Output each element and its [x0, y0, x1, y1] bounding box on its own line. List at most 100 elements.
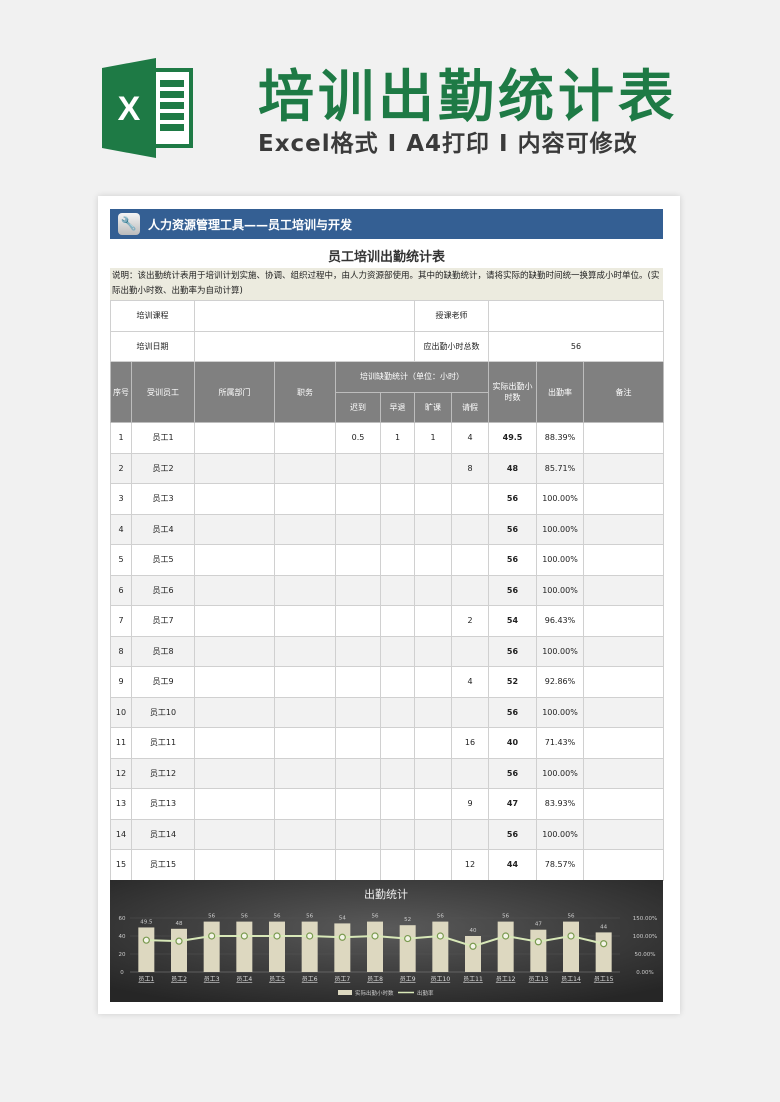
row-actual[interactable]: 54 — [488, 605, 537, 637]
row-actual[interactable]: 56 — [488, 483, 537, 515]
row-actual[interactable]: 52 — [488, 666, 537, 698]
row-rate[interactable]: 100.00% — [536, 574, 584, 606]
row-dept[interactable] — [194, 635, 275, 667]
row-actual[interactable]: 40 — [488, 727, 537, 759]
row-dept[interactable] — [194, 605, 275, 637]
row-employee[interactable]: 员工12 — [131, 757, 195, 789]
row-early[interactable] — [380, 818, 415, 850]
row-dept[interactable] — [194, 849, 275, 881]
row-no[interactable]: 4 — [110, 513, 132, 545]
row-rate[interactable]: 100.00% — [536, 696, 584, 728]
row-actual[interactable]: 49.5 — [488, 422, 537, 454]
row-dept[interactable] — [194, 452, 275, 484]
row-leave[interactable]: 9 — [451, 788, 489, 820]
row-truant[interactable] — [414, 696, 452, 728]
row-dept[interactable] — [194, 727, 275, 759]
row-remark[interactable] — [582, 544, 665, 576]
row-dept[interactable] — [194, 666, 275, 698]
row-late[interactable] — [335, 727, 381, 759]
row-rate[interactable]: 100.00% — [536, 818, 584, 850]
row-rate[interactable]: 100.00% — [536, 757, 584, 789]
row-actual[interactable]: 47 — [488, 788, 537, 820]
row-employee[interactable]: 员工7 — [131, 605, 195, 637]
row-rate[interactable]: 88.39% — [536, 422, 584, 454]
row-early[interactable] — [380, 483, 415, 515]
row-actual[interactable]: 48 — [488, 452, 537, 484]
row-actual[interactable]: 56 — [488, 544, 537, 576]
row-late[interactable] — [335, 818, 381, 850]
row-late[interactable] — [335, 696, 381, 728]
row-remark[interactable] — [582, 727, 665, 759]
row-no[interactable]: 15 — [110, 849, 132, 881]
row-early[interactable] — [380, 696, 415, 728]
row-truant[interactable] — [414, 635, 452, 667]
row-remark[interactable] — [582, 696, 665, 728]
row-truant[interactable] — [414, 574, 452, 606]
row-rate[interactable]: 71.43% — [536, 727, 584, 759]
row-rate[interactable]: 85.71% — [536, 452, 584, 484]
row-position[interactable] — [274, 605, 336, 637]
row-position[interactable] — [274, 849, 336, 881]
row-dept[interactable] — [194, 544, 275, 576]
row-late[interactable] — [335, 788, 381, 820]
row-late[interactable]: 0.5 — [335, 422, 381, 454]
row-early[interactable] — [380, 727, 415, 759]
row-remark[interactable] — [582, 452, 665, 484]
row-leave[interactable] — [451, 635, 489, 667]
row-actual[interactable]: 56 — [488, 513, 537, 545]
row-rate[interactable]: 83.93% — [536, 788, 584, 820]
row-leave[interactable] — [451, 544, 489, 576]
course-value[interactable] — [194, 300, 415, 332]
row-leave[interactable] — [451, 757, 489, 789]
row-late[interactable] — [335, 483, 381, 515]
row-leave[interactable]: 4 — [451, 666, 489, 698]
row-position[interactable] — [274, 513, 336, 545]
row-actual[interactable]: 44 — [488, 849, 537, 881]
row-employee[interactable]: 员工1 — [131, 422, 195, 454]
row-no[interactable]: 5 — [110, 544, 132, 576]
row-employee[interactable]: 员工10 — [131, 696, 195, 728]
row-leave[interactable]: 4 — [451, 422, 489, 454]
row-early[interactable] — [380, 757, 415, 789]
row-position[interactable] — [274, 544, 336, 576]
row-truant[interactable] — [414, 788, 452, 820]
row-position[interactable] — [274, 666, 336, 698]
row-rate[interactable]: 100.00% — [536, 635, 584, 667]
row-dept[interactable] — [194, 757, 275, 789]
hours-value[interactable]: 56 — [487, 330, 665, 362]
row-no[interactable]: 6 — [110, 574, 132, 606]
row-leave[interactable] — [451, 483, 489, 515]
row-employee[interactable]: 员工15 — [131, 849, 195, 881]
row-leave[interactable]: 8 — [451, 452, 489, 484]
row-employee[interactable]: 员工9 — [131, 666, 195, 698]
row-dept[interactable] — [194, 696, 275, 728]
row-employee[interactable]: 员工8 — [131, 635, 195, 667]
row-early[interactable]: 1 — [380, 422, 415, 454]
row-employee[interactable]: 员工4 — [131, 513, 195, 545]
row-remark[interactable] — [582, 849, 665, 881]
row-remark[interactable] — [582, 788, 665, 820]
row-late[interactable] — [335, 544, 381, 576]
row-position[interactable] — [274, 422, 336, 454]
row-late[interactable] — [335, 574, 381, 606]
row-no[interactable]: 14 — [110, 818, 132, 850]
row-early[interactable] — [380, 788, 415, 820]
row-employee[interactable]: 员工5 — [131, 544, 195, 576]
row-leave[interactable] — [451, 696, 489, 728]
row-early[interactable] — [380, 513, 415, 545]
row-leave[interactable] — [451, 574, 489, 606]
row-remark[interactable] — [582, 818, 665, 850]
row-position[interactable] — [274, 635, 336, 667]
row-dept[interactable] — [194, 483, 275, 515]
row-no[interactable]: 10 — [110, 696, 132, 728]
row-no[interactable]: 7 — [110, 605, 132, 637]
row-dept[interactable] — [194, 574, 275, 606]
row-no[interactable]: 12 — [110, 757, 132, 789]
row-early[interactable] — [380, 544, 415, 576]
row-employee[interactable]: 员工2 — [131, 452, 195, 484]
row-early[interactable] — [380, 635, 415, 667]
row-late[interactable] — [335, 849, 381, 881]
row-employee[interactable]: 员工13 — [131, 788, 195, 820]
row-truant[interactable] — [414, 727, 452, 759]
row-dept[interactable] — [194, 818, 275, 850]
